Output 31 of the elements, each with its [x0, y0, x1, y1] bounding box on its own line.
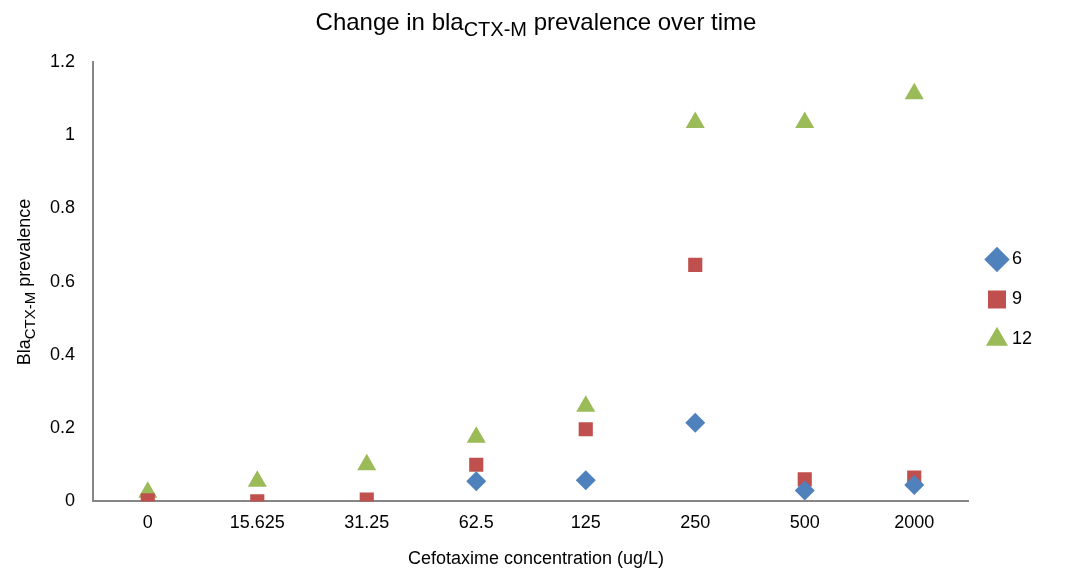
- point: [794, 480, 815, 501]
- point: [466, 471, 487, 492]
- chart-title: Change in bla$_{CTX-M}$ prevalence over time: [314, 8, 758, 41]
- x-tick-label: 62.5: [458, 512, 494, 533]
- point: [685, 111, 705, 128]
- y-tick-label: 0.6: [49, 270, 76, 291]
- point: [575, 470, 596, 491]
- x-tick-label: 15.625: [229, 512, 285, 533]
- y-tick-label: 0.2: [49, 417, 76, 438]
- x-tick-label: 2000: [894, 512, 935, 533]
- y-tick-label: 0: [65, 490, 76, 511]
- point: [688, 257, 703, 272]
- x-tick-label: 125: [570, 512, 601, 533]
- point: [685, 412, 706, 433]
- y-tick-label: 0.8: [49, 197, 76, 218]
- legend-label: 6: [1011, 248, 1022, 269]
- x-tick-label: 31.25: [344, 512, 390, 533]
- legend-label: 12: [1011, 328, 1033, 349]
- legend-label: 9: [1011, 288, 1022, 309]
- x-tick-label: 0: [142, 512, 153, 533]
- x-tick-label: 500: [789, 512, 820, 533]
- point: [469, 457, 484, 472]
- point: [795, 111, 815, 128]
- point: [578, 422, 593, 437]
- y-tick-label: 1: [65, 124, 76, 145]
- y-tick-label: 1.2: [49, 50, 76, 71]
- point: [904, 474, 925, 495]
- y-tick-label: 0.4: [49, 343, 76, 364]
- point: [904, 82, 924, 100]
- x-axis-title: Cefotaxime concentration (ug/L): [406, 548, 666, 569]
- x-tick-label: 250: [680, 512, 711, 533]
